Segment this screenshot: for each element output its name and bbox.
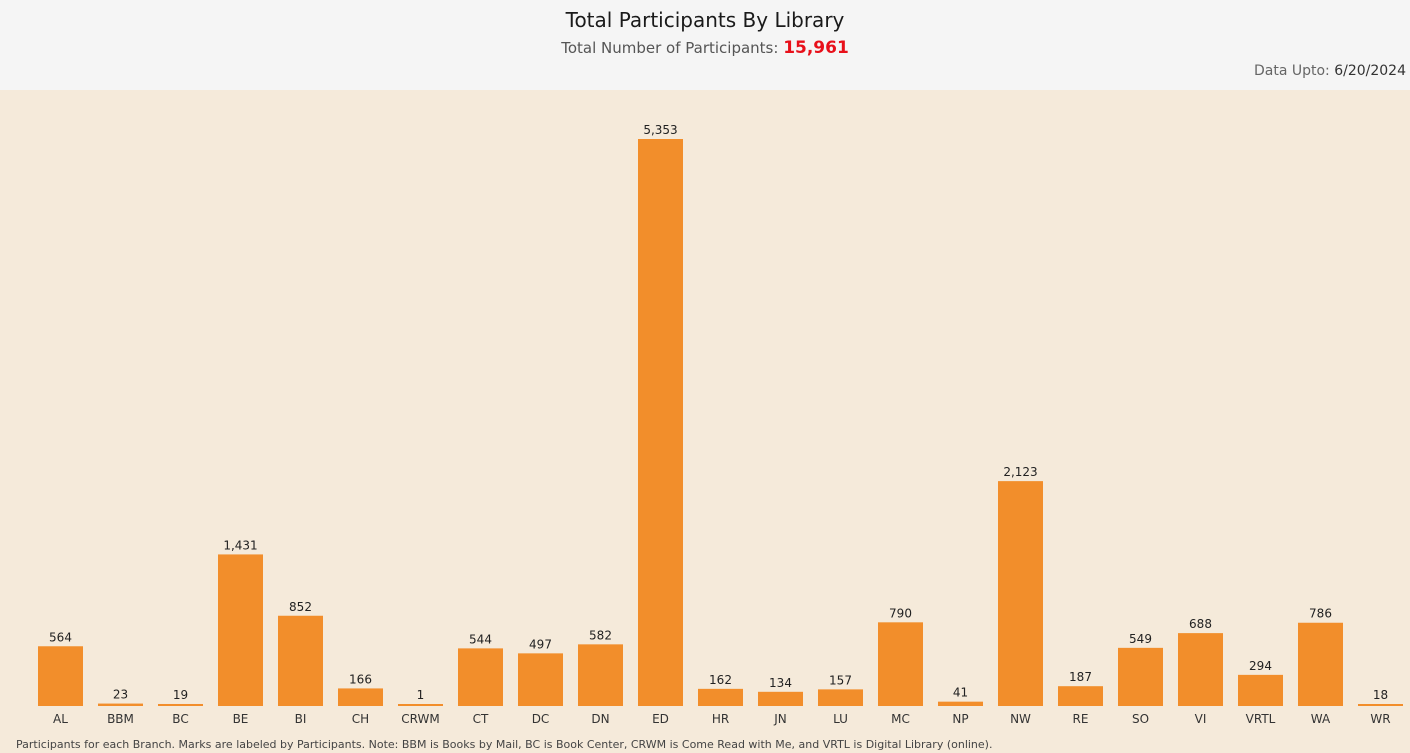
- bar-dc[interactable]: [518, 653, 563, 706]
- bar-al[interactable]: [38, 646, 83, 706]
- bar-ed[interactable]: [638, 139, 683, 706]
- value-label-bc: 19: [173, 688, 188, 702]
- bar-bc[interactable]: [158, 703, 203, 706]
- value-label-crwm: 1: [417, 688, 425, 702]
- bar-vi[interactable]: [1178, 633, 1223, 706]
- category-label-wa: WA: [1311, 712, 1331, 726]
- category-label-ed: ED: [652, 712, 669, 726]
- value-label-mc: 790: [889, 606, 912, 620]
- bar-ct[interactable]: [458, 648, 503, 706]
- category-label-np: NP: [952, 712, 968, 726]
- category-label-mc: MC: [891, 712, 910, 726]
- category-label-so: SO: [1132, 712, 1149, 726]
- category-label-crwm: CRWM: [401, 712, 439, 726]
- bar-dn[interactable]: [578, 644, 623, 706]
- value-label-al: 564: [49, 630, 72, 644]
- category-label-vrtl: VRTL: [1246, 712, 1276, 726]
- category-label-jn: JN: [773, 712, 787, 726]
- category-label-nw: NW: [1010, 712, 1031, 726]
- value-label-wr: 18: [1373, 688, 1388, 702]
- bar-hr[interactable]: [698, 688, 743, 706]
- bar-re[interactable]: [1058, 686, 1103, 706]
- value-label-dc: 497: [529, 637, 552, 651]
- category-label-hr: HR: [712, 712, 729, 726]
- value-label-be: 1,431: [223, 538, 257, 552]
- chart-area: 564 AL 23 BBM 19 BC 1,431 BE 852 BI 166 CH 1 CRWM 544 C…: [0, 90, 1410, 753]
- category-label-wr: WR: [1370, 712, 1390, 726]
- category-label-bc: BC: [172, 712, 188, 726]
- value-label-bi: 852: [289, 600, 312, 614]
- bar-so[interactable]: [1118, 647, 1163, 706]
- bar-chart: 564 AL 23 BBM 19 BC 1,431 BE 852 BI 166 CH 1 CRWM 544 C…: [38, 123, 1403, 726]
- bar-crwm[interactable]: [398, 704, 443, 706]
- value-label-bbm: 23: [113, 688, 128, 702]
- value-label-wa: 786: [1309, 607, 1332, 621]
- value-label-hr: 162: [709, 673, 732, 687]
- category-label-dn: DN: [591, 712, 609, 726]
- bar-jn[interactable]: [758, 691, 803, 706]
- bar-np[interactable]: [938, 701, 983, 706]
- category-label-al: AL: [53, 712, 68, 726]
- bar-bi[interactable]: [278, 615, 323, 706]
- value-label-jn: 134: [769, 676, 792, 690]
- bar-wr[interactable]: [1358, 704, 1403, 706]
- total-participants-value: 15,961: [783, 38, 849, 58]
- data-upto-label: Data Upto:: [1253, 63, 1335, 79]
- chart-subtitle: Total Number of Participants: 15,961: [0, 38, 1410, 58]
- category-label-ct: CT: [473, 712, 489, 726]
- header: Total Participants By Library Total Numb…: [0, 0, 1410, 90]
- bar-be[interactable]: [218, 554, 263, 706]
- bar-mc[interactable]: [878, 622, 923, 706]
- bar-nw[interactable]: [998, 481, 1043, 706]
- subtitle-prefix: Total Number of Participants:: [561, 39, 784, 57]
- data-upto: Data Upto: 6/20/2024: [1254, 63, 1406, 79]
- value-label-re: 187: [1069, 670, 1092, 684]
- category-label-bbm: BBM: [107, 712, 134, 726]
- value-label-vi: 688: [1189, 617, 1212, 631]
- category-label-bi: BI: [295, 712, 307, 726]
- category-label-re: RE: [1073, 712, 1089, 726]
- value-label-ct: 544: [469, 632, 492, 646]
- value-label-dn: 582: [589, 628, 612, 642]
- footnote: Participants for each Branch. Marks are …: [16, 738, 993, 751]
- bar-vrtl[interactable]: [1238, 674, 1283, 706]
- value-label-ch: 166: [349, 672, 372, 686]
- value-label-ed: 5,353: [643, 123, 677, 137]
- bar-bbm[interactable]: [98, 703, 143, 706]
- value-label-so: 549: [1129, 632, 1152, 646]
- category-label-vi: VI: [1195, 712, 1207, 726]
- chart-title: Total Participants By Library: [565, 8, 845, 32]
- data-upto-date: 6/20/2024: [1334, 63, 1406, 79]
- value-label-lu: 157: [829, 673, 852, 687]
- bar-wa[interactable]: [1298, 622, 1343, 706]
- value-label-vrtl: 294: [1249, 659, 1272, 673]
- category-label-ch: CH: [352, 712, 369, 726]
- category-label-be: BE: [233, 712, 249, 726]
- bar-ch[interactable]: [338, 688, 383, 706]
- category-label-lu: LU: [833, 712, 848, 726]
- category-label-dc: DC: [532, 712, 550, 726]
- value-label-nw: 2,123: [1003, 465, 1037, 479]
- bar-lu[interactable]: [818, 689, 863, 706]
- value-label-np: 41: [953, 686, 968, 700]
